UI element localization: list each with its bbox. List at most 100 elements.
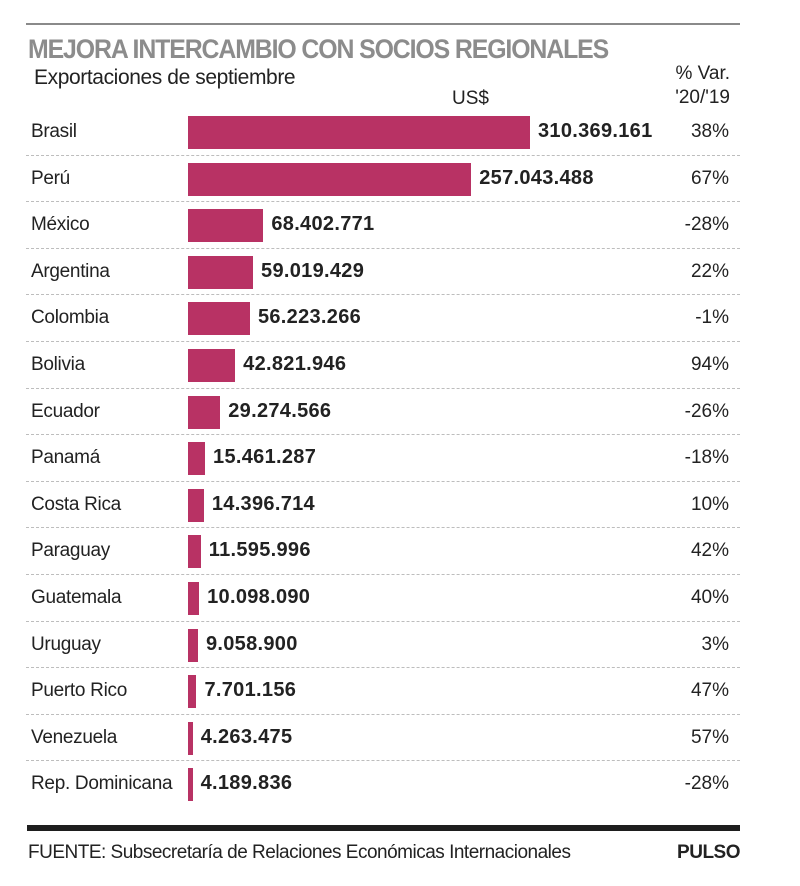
bar (188, 721, 193, 755)
chart-row: Uruguay 9.058.900 3% (0, 622, 800, 669)
bar (188, 348, 236, 382)
bar (188, 116, 530, 149)
bar (188, 535, 201, 569)
category-label: Bolivia (31, 353, 85, 375)
chart-row: Guatemala 10.098.090 40% (0, 575, 800, 622)
value-label: 11.595.996 (208, 539, 311, 562)
value-label: 42.821.946 (243, 352, 347, 375)
category-label: Brasil (31, 121, 77, 142)
category-label: Venezuela (31, 726, 118, 748)
row-divider (26, 573, 740, 575)
top-rule (26, 23, 740, 25)
bar (188, 768, 193, 802)
variation-value: -28% (684, 773, 729, 795)
bar (188, 488, 204, 522)
source-note: FUENTE: Subsecretaría de Relaciones Econ… (28, 842, 571, 863)
chart-row: Bolivia 42.821.946 94% (0, 342, 800, 389)
value-label: 9.058.900 (205, 632, 298, 655)
chart-row: Puerto Rico 7.701.156 47% (0, 668, 800, 715)
chart-title: MEJORA INTERCAMBIO CON SOCIOS REGIONALES (28, 34, 609, 64)
variation-header-line1: % Var. (675, 63, 730, 84)
variation-header-line2: '20/'19 (675, 87, 730, 108)
value-label: 10.098.090 (207, 585, 311, 608)
chart-row: Perú 257.043.488 67% (0, 156, 800, 203)
bar (188, 395, 221, 429)
value-label: 68.402.771 (271, 213, 375, 236)
bar (188, 162, 472, 196)
row-divider (26, 480, 740, 482)
value-label: 56.223.266 (257, 306, 362, 329)
variation-value: -26% (684, 400, 729, 422)
variation-value: 3% (701, 633, 729, 655)
row-divider (26, 340, 740, 342)
variation-value: 22% (690, 260, 729, 282)
category-label: Paraguay (31, 540, 110, 562)
brand-logo: PULSO (677, 842, 740, 863)
row-divider (26, 154, 740, 156)
chart-subtitle: Exportaciones de septiembre (34, 66, 296, 89)
bar (188, 209, 264, 243)
chart-row: Brasil 310.369.161 38% (0, 109, 800, 156)
variation-header: % Var. '20/'19 (675, 62, 730, 110)
variation-value: 47% (690, 680, 729, 702)
value-label: 4.189.836 (200, 772, 293, 795)
category-label: Puerto Rico (31, 680, 127, 702)
category-label: Rep. Dominicana (31, 773, 173, 795)
bar-chart-rows: Brasil 310.369.161 38% Perú 257.043.488 67% Mé… (0, 109, 800, 808)
row-divider (26, 667, 740, 669)
variation-value: 57% (690, 726, 729, 748)
category-label: Costa Rica (31, 493, 121, 515)
category-label: Ecuador (31, 400, 100, 422)
variation-value: 38% (690, 121, 729, 142)
row-divider (26, 760, 740, 762)
row-divider (26, 201, 740, 203)
variation-value: 10% (690, 493, 729, 515)
bar (188, 581, 200, 615)
row-divider (26, 620, 740, 622)
variation-value: 40% (690, 586, 729, 608)
chart-row: Costa Rica 14.396.714 10% (0, 482, 800, 529)
bottom-rule (27, 825, 740, 831)
bar (188, 675, 197, 709)
category-label: México (31, 214, 90, 236)
value-label: 310.369.161 (538, 120, 653, 142)
variation-value: 67% (690, 167, 729, 189)
category-label: Perú (31, 167, 70, 189)
variation-value: -28% (684, 214, 729, 236)
variation-value: 94% (690, 353, 729, 375)
variation-value: 42% (690, 540, 729, 562)
value-label: 4.263.475 (200, 725, 293, 748)
row-divider (26, 387, 740, 389)
value-label: 14.396.714 (211, 492, 315, 515)
category-label: Panamá (31, 447, 100, 469)
category-label: Argentina (31, 260, 110, 282)
chart-row: Paraguay 11.595.996 42% (0, 528, 800, 575)
value-unit-label: US$ (452, 88, 489, 109)
bar (188, 442, 206, 476)
row-divider (26, 294, 740, 296)
bar (188, 255, 254, 289)
category-label: Uruguay (31, 633, 101, 655)
chart-row: Rep. Dominicana 4.189.836 -28% (0, 761, 800, 808)
value-label: 257.043.488 (479, 166, 594, 189)
chart-row: Argentina 59.019.429 22% (0, 249, 800, 296)
chart-row: Panamá 15.461.287 -18% (0, 435, 800, 482)
variation-value: -1% (695, 307, 729, 329)
value-label: 59.019.429 (261, 259, 365, 282)
value-label: 15.461.287 (213, 446, 317, 469)
category-label: Guatemala (31, 586, 122, 608)
chart-row: México 68.402.771 -28% (0, 202, 800, 249)
category-label: Colombia (31, 307, 109, 329)
row-divider (26, 713, 740, 715)
value-label: 29.274.566 (228, 399, 332, 422)
row-divider (26, 247, 740, 249)
variation-value: -18% (684, 447, 729, 469)
row-divider (26, 434, 740, 436)
bar (188, 628, 198, 662)
value-label: 7.701.156 (204, 679, 297, 702)
chart-row: Ecuador 29.274.566 -26% (0, 389, 800, 436)
bar (188, 302, 250, 336)
row-divider (26, 527, 740, 529)
chart-row: Colombia 56.223.266 -1% (0, 295, 800, 342)
chart-row: Venezuela 4.263.475 57% (0, 715, 800, 762)
